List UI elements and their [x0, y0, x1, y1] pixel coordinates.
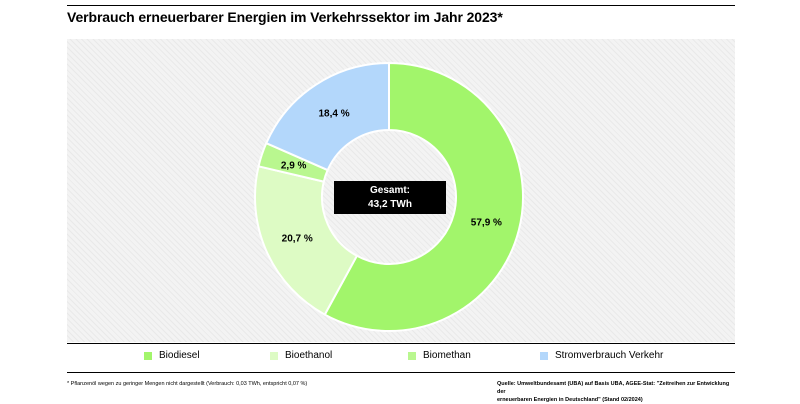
data-label-biomethan: 2,9 % [281, 161, 307, 172]
legend-top-rule [67, 343, 735, 344]
legend-item-biodiesel: Biodiesel [144, 350, 200, 361]
legend-swatch-bioethanol [270, 351, 278, 360]
legend-label-biomethan: Biomethan [423, 350, 471, 361]
data-label-bioethanol: 20,7 % [282, 233, 313, 244]
source-note: Quelle: Umweltbundesamt (UBA) auf Basis … [497, 380, 735, 404]
legend-label-biodiesel: Biodiesel [159, 350, 200, 361]
donut-slice-bioethanol [254, 165, 359, 316]
legend-item-stromverbrauch: Stromverbrauch Verkehr [540, 350, 663, 361]
legend-label-bioethanol: Bioethanol [285, 350, 333, 361]
donut-slice-stromverbrauch [264, 61, 390, 172]
chart-title: Verbrauch erneuerbarer Energien im Verke… [67, 9, 503, 25]
footnote: * Pflanzenöl wegen zu geringer Mengen ni… [67, 381, 308, 387]
legend-item-bioethanol: Bioethanol [270, 350, 332, 361]
data-label-biodiesel: 57,9 % [471, 217, 502, 228]
total-value: 43,2 TWh [368, 199, 412, 210]
legend-bottom-rule [67, 372, 735, 373]
legend-swatch-stromverbrauch [540, 351, 548, 360]
donut-slice-biodiesel [323, 61, 524, 332]
legend: Biodiesel Bioethanol Biomethan Stromverb… [67, 345, 735, 369]
total-box: Gesamt: 43,2 TWh [334, 181, 446, 214]
legend-item-biomethan: Biomethan [408, 350, 471, 361]
source-line-2: erneuerbaren Energien in Deutschland" (S… [497, 397, 643, 403]
title-rule [67, 5, 735, 6]
total-label: Gesamt: [369, 185, 410, 196]
legend-swatch-biomethan [408, 351, 416, 360]
data-label-stromverbrauch: 18,4 % [318, 108, 349, 119]
legend-swatch-biodiesel [144, 351, 152, 360]
legend-label-stromverbrauch: Stromverbrauch Verkehr [555, 350, 664, 361]
source-line-1: Quelle: Umweltbundesamt (UBA) auf Basis … [497, 381, 730, 395]
